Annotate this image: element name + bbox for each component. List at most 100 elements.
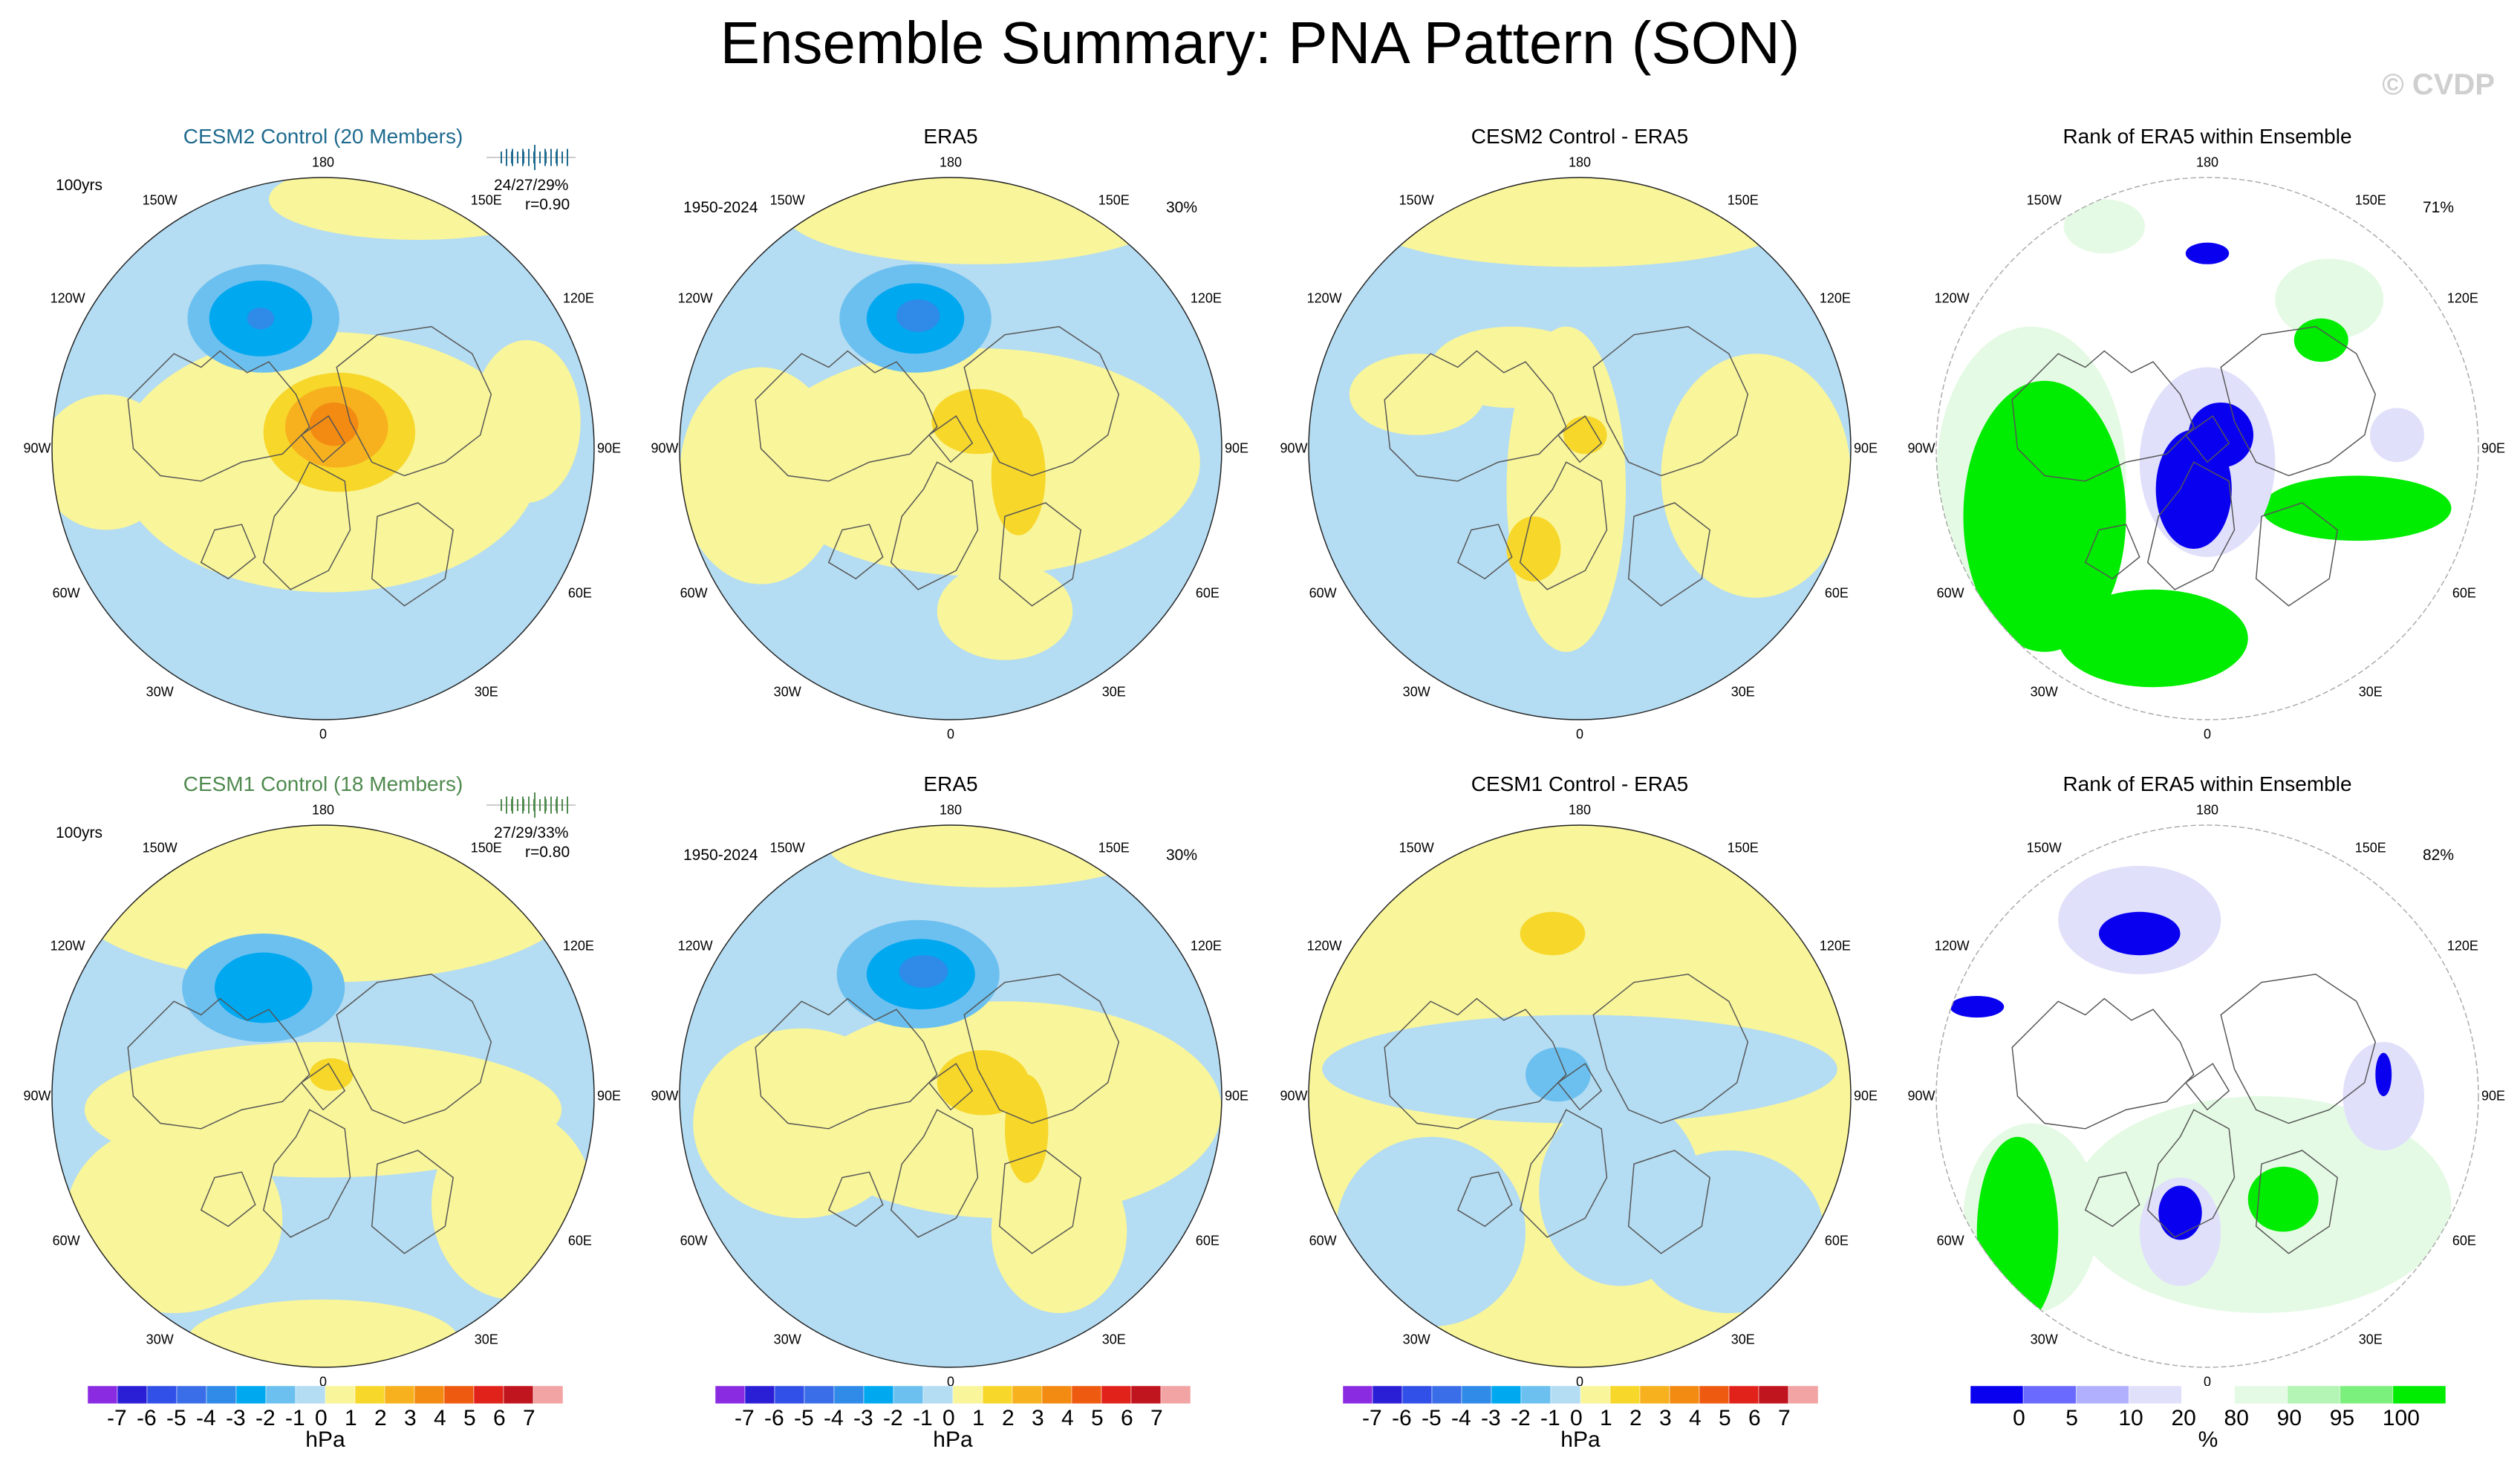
colorbar-tick-label: -2: [255, 1406, 276, 1430]
coastline: [2184, 415, 2230, 463]
colorbar-hpa-3: [1343, 1386, 1818, 1404]
coastline: [1592, 973, 1749, 1124]
colorbar-tick-label: 3: [1659, 1406, 1672, 1430]
coastline: [1627, 1150, 1710, 1254]
longitude-label: 150W: [769, 840, 805, 856]
map-boundary: [1308, 177, 1852, 720]
map-boundary: [1308, 824, 1852, 1368]
colorbar-swatch: [1401, 1386, 1433, 1404]
colorbar-tick-label: 0: [315, 1406, 328, 1430]
coastline: [998, 502, 1081, 607]
coastline: [336, 325, 492, 477]
coastline: [1557, 415, 1603, 463]
longitude-label: 120E: [1190, 290, 1222, 305]
colorbar-swatch: [295, 1386, 326, 1404]
colorbar-swatch: [1461, 1386, 1492, 1404]
longitude-label: 90W: [1280, 1088, 1308, 1104]
coastline: [963, 325, 1120, 477]
colorbar-swatch: [325, 1386, 356, 1404]
rank-colorbar-tick-label: 90: [2276, 1406, 2302, 1430]
colorbar-swatch: [1130, 1386, 1162, 1404]
rank-pct: 71%: [2423, 199, 2455, 216]
longitude-label: 0: [319, 1374, 328, 1390]
coastline: [1557, 1063, 1603, 1111]
rank-map: [1935, 177, 2479, 720]
rank-colorbar-tick-label: 10: [2118, 1406, 2143, 1430]
coastline: [963, 973, 1120, 1124]
colorbar-tick-label: -6: [764, 1406, 784, 1430]
longitude-label: 120W: [677, 938, 713, 953]
obs-pct-variance: 30%: [1166, 847, 1198, 864]
colorbar-tick-label: -5: [794, 1406, 814, 1430]
panel-title: ERA5: [923, 772, 978, 795]
anomaly-contour-region: [1526, 1047, 1591, 1102]
longitude-label: 30E: [474, 684, 498, 700]
coastline: [127, 350, 310, 482]
colorbar-tick-label: 5: [1091, 1406, 1104, 1430]
longitude-label: 90W: [1907, 440, 1935, 456]
panel-title: CESM2 Control - ERA5: [1471, 125, 1689, 148]
colorbar-tick-label: 1: [972, 1406, 985, 1430]
rank-colorbar-tick-label: 80: [2224, 1406, 2249, 1430]
pattern-correlation: r=0.80: [525, 844, 570, 861]
longitude-label: 120E: [1190, 938, 1222, 953]
panel-title: CESM1 Control (18 Members): [183, 772, 463, 795]
model-pct-variance: 24/27/29%: [494, 177, 569, 194]
colorbar-swatch: [863, 1386, 894, 1404]
colorbar-swatch: [1491, 1386, 1522, 1404]
longitude-label: 60E: [1824, 1233, 1849, 1248]
colorbar-swatch: [503, 1386, 534, 1404]
colorbar-swatch: [1160, 1386, 1191, 1404]
longitude-label: 90W: [1280, 440, 1308, 456]
colorbar-tick-label: 0: [1570, 1406, 1583, 1430]
coastline: [1592, 325, 1749, 477]
coastline: [928, 1063, 974, 1111]
anomaly-contour-region: [2185, 242, 2230, 264]
colorbar-swatch: [1970, 1386, 2024, 1404]
colorbar-swatch: [2022, 1386, 2077, 1404]
anomaly-contour-region: [899, 955, 948, 988]
colorbar-tick-label: 0: [942, 1406, 955, 1430]
longitude-label: 60W: [1936, 585, 1964, 600]
colorbar-swatch: [1788, 1386, 1818, 1404]
colorbar-swatch: [1101, 1386, 1132, 1404]
longitude-label: 0: [319, 726, 328, 742]
longitude-label: 60W: [52, 585, 80, 600]
longitude-label: 90E: [1224, 440, 1249, 456]
coastline: [2084, 524, 2140, 580]
colorbar-swatch: [1728, 1386, 1759, 1404]
coastline: [300, 415, 346, 463]
anomaly-contour-region: [432, 1110, 594, 1300]
colorbar-tick-label: 6: [1748, 1406, 1761, 1430]
map-boundary: [679, 824, 1222, 1368]
longitude-label: 30W: [773, 1332, 801, 1347]
coastline: [336, 973, 492, 1124]
colorbar-tick-label: 4: [1689, 1406, 1702, 1430]
longitude-label: 30E: [2358, 684, 2383, 700]
longitude-label: 150E: [470, 840, 502, 856]
coastline: [1519, 1109, 1608, 1238]
colorbar-swatch: [1609, 1386, 1641, 1404]
anomaly-contour-region: [2063, 199, 2146, 254]
colorbar-swatch: [715, 1386, 746, 1404]
colorbar-swatch: [2129, 1386, 2182, 1404]
colorbar-tick-label: 1: [345, 1406, 357, 1430]
coastline: [1456, 1171, 1513, 1228]
longitude-label: 30E: [1101, 684, 1126, 700]
longitude-label: 60E: [2452, 1233, 2476, 1248]
colorbar-tick-label: -5: [166, 1406, 186, 1430]
coastline: [827, 524, 884, 580]
longitude-label: 60E: [567, 585, 592, 600]
longitude-label: 180: [2195, 154, 2219, 170]
colorbar-unit: hPa: [305, 1427, 345, 1452]
colorbar-swatch: [206, 1386, 237, 1404]
colorbar-tick-label: -7: [107, 1406, 127, 1430]
colorbar-swatch: [2392, 1386, 2446, 1404]
colorbar-tick-label: -3: [853, 1406, 873, 1430]
colorbar-tick-label: 3: [1032, 1406, 1044, 1430]
anomaly-contour-region: [65, 1123, 283, 1313]
anomaly-contour-region: [991, 1150, 1127, 1313]
rank-colorbar-tick-label: 100: [2382, 1406, 2420, 1430]
colorbar-swatch: [473, 1386, 504, 1404]
colorbar-tick-label: -4: [1451, 1406, 1471, 1430]
